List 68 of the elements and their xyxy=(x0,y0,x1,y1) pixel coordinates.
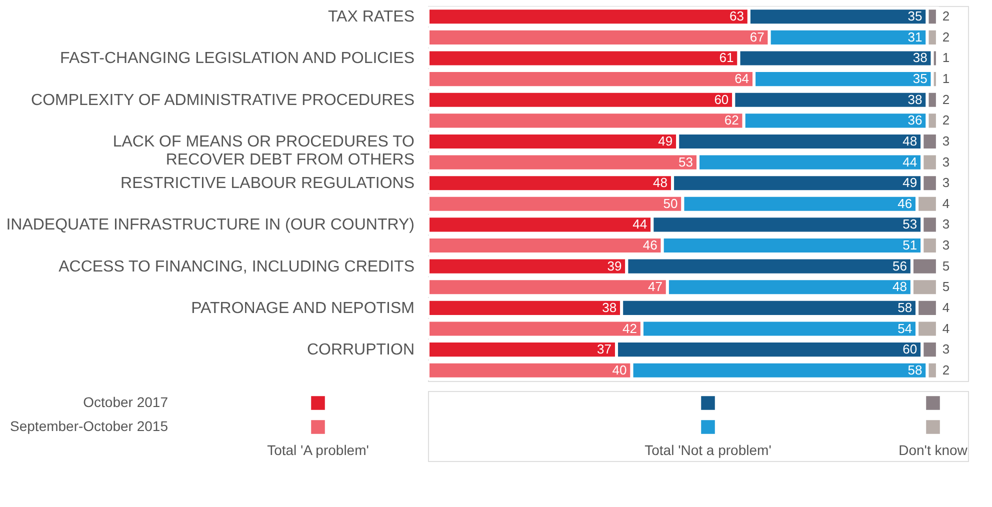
data-label: 35 xyxy=(912,71,928,86)
data-label: 50 xyxy=(663,196,678,211)
data-label: 3 xyxy=(942,133,950,148)
data-label: 36 xyxy=(908,112,922,128)
data-label: 3 xyxy=(942,342,950,357)
legend-label: Total 'A problem' xyxy=(267,442,369,458)
data-label: 67 xyxy=(750,29,764,44)
data-label: 3 xyxy=(942,238,950,253)
data-label: 47 xyxy=(648,279,662,294)
data-label: 54 xyxy=(898,320,912,336)
data-label: 3 xyxy=(942,175,950,190)
data-label: 61 xyxy=(719,50,734,66)
y-tick-label: FAST-CHANGING LEGISLATION AND POLICIES xyxy=(60,50,414,68)
data-label: 46 xyxy=(642,238,658,253)
y-tick-label: RESTRICTIVE LABOUR REGULATIONS xyxy=(120,175,414,192)
data-label: 58 xyxy=(898,300,912,315)
data-label: 38 xyxy=(908,92,922,107)
y-tick-label: CORRUPTION xyxy=(306,342,414,359)
data-label: 35 xyxy=(908,8,922,24)
data-label: 62 xyxy=(724,112,739,128)
text: September-October 2015 xyxy=(10,418,168,434)
data-label: 63 xyxy=(729,8,744,24)
data-label: 37 xyxy=(597,342,612,357)
legend-label: Don't know xyxy=(898,442,968,458)
data-label: 3 xyxy=(942,154,950,170)
data-label: 2 xyxy=(942,29,950,44)
data-label: 60 xyxy=(902,342,918,357)
data-label: 38 xyxy=(912,50,928,66)
data-label: 1 xyxy=(942,50,950,66)
data-label: 48 xyxy=(653,175,668,190)
data-label: 46 xyxy=(898,196,912,211)
data-label: 2 xyxy=(942,8,950,24)
data-label: 38 xyxy=(602,300,617,315)
data-label: 53 xyxy=(678,154,693,170)
y-tick-label: TAX RATES xyxy=(328,8,414,26)
y-tick-label: INADEQUATE INFRASTRUCTURE IN (OUR COUNTRY) xyxy=(6,216,414,234)
data-label: 2 xyxy=(942,112,950,128)
data-label: 1 xyxy=(942,71,950,86)
data-label: 58 xyxy=(908,362,922,378)
data-label: 40 xyxy=(612,362,627,378)
y-tick-label: ACCESS TO FINANCING, INCLUDING CREDITS xyxy=(58,258,414,276)
data-label: 4 xyxy=(942,300,950,315)
data-label: 49 xyxy=(902,175,918,190)
data-label: 44 xyxy=(632,216,648,232)
data-label: 4 xyxy=(942,196,950,211)
data-label: 44 xyxy=(902,154,918,170)
y-tick-label: PATRONAGE AND NEPOTISM xyxy=(191,300,414,317)
data-label: 42 xyxy=(622,320,637,336)
data-label: 64 xyxy=(734,71,750,86)
data-label: 51 xyxy=(902,238,918,253)
data-label: 3 xyxy=(942,216,950,232)
data-label: 2 xyxy=(942,362,950,378)
data-label: 31 xyxy=(908,29,922,44)
y-tick-label: COMPLEXITY OF ADMINISTRATIVE PROCEDURES xyxy=(31,92,414,109)
data-label: 39 xyxy=(607,258,622,274)
data-label: 5 xyxy=(942,279,950,294)
y-tick-label: LACK OF MEANS OR PROCEDURES TO RECOVER DEBT FROM OTHERS xyxy=(112,133,414,168)
data-label: 48 xyxy=(902,133,918,148)
data-label: 60 xyxy=(714,92,729,107)
legend-label: Total 'Not a problem' xyxy=(644,442,772,458)
data-label: 53 xyxy=(902,216,918,232)
text: October 2017 xyxy=(83,394,168,410)
data-label: 4 xyxy=(942,320,950,336)
data-label: 48 xyxy=(892,279,907,294)
data-label: 5 xyxy=(942,258,950,274)
data-label: 2 xyxy=(942,92,950,107)
data-label: 49 xyxy=(658,133,673,148)
data-label: 56 xyxy=(892,258,907,274)
